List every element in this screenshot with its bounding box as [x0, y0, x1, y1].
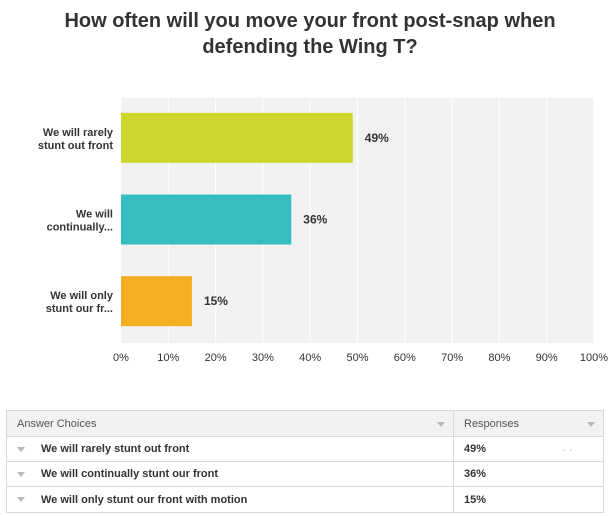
- bar: [121, 276, 192, 327]
- more-icon[interactable]: . .: [562, 443, 573, 453]
- x-tick-label: 50%: [346, 352, 368, 364]
- category-label: We will rarely: [43, 127, 114, 139]
- answer-table: Answer Choices Responses We will rarely …: [6, 410, 604, 513]
- response-value: 36%: [464, 468, 487, 480]
- chart-title: How often will you move your front post-…: [64, 10, 556, 58]
- x-tick-label: 100%: [580, 352, 608, 364]
- x-tick-label: 40%: [299, 352, 321, 364]
- response-value: 15%: [464, 493, 487, 506]
- responses-header-label: Responses: [464, 417, 520, 430]
- table-row: We will continually stunt our front 36%: [7, 462, 603, 487]
- x-tick-label: 60%: [394, 352, 416, 364]
- x-tick-label: 20%: [205, 352, 227, 364]
- answer-choice-cell: We will rarely stunt out front: [7, 437, 454, 461]
- answer-choice-label: We will continually stunt our front: [41, 468, 219, 480]
- answer-choice-cell: We will continually stunt our front: [7, 462, 454, 486]
- answer-choice-label: We will only stunt our front with motion: [41, 493, 248, 506]
- answer-choice-label: We will rarely stunt out front: [41, 443, 190, 455]
- x-tick-label: 80%: [488, 352, 510, 364]
- category-label: stunt out front: [38, 140, 113, 152]
- data-label: 49%: [365, 131, 389, 145]
- category-label: We will: [76, 209, 113, 221]
- response-cell: 15%: [454, 487, 603, 512]
- answer-choices-header[interactable]: Answer Choices: [7, 411, 454, 436]
- table-row: We will only stunt our front with motion…: [7, 487, 603, 512]
- bar: [121, 194, 292, 245]
- bar: [121, 112, 353, 163]
- x-tick-label: 10%: [157, 352, 179, 364]
- sort-arrow-icon[interactable]: [437, 422, 445, 427]
- category-label: continually...: [47, 222, 113, 234]
- expand-arrow-icon[interactable]: [17, 446, 25, 452]
- data-label: 15%: [204, 294, 228, 308]
- x-tick-label: 30%: [252, 352, 274, 364]
- x-tick-label: 90%: [536, 352, 558, 364]
- category-label: We will only: [50, 290, 114, 302]
- bar-chart: 0% 10% 20% 30% 40% 50% 60% 70% 80% 90% 100% 49% We w…: [38, 98, 608, 364]
- response-cell: 36%: [454, 462, 603, 486]
- answer-choice-cell: We will only stunt our front with motion: [7, 487, 454, 512]
- expand-arrow-icon[interactable]: [17, 471, 25, 477]
- sort-arrow-icon[interactable]: [587, 422, 595, 427]
- table-row: We will rarely stunt out front 49% . .: [7, 437, 603, 462]
- expand-arrow-icon[interactable]: [17, 497, 25, 502]
- response-cell: 49% . .: [454, 437, 603, 461]
- category-label: stunt our fr...: [46, 303, 113, 315]
- responses-header[interactable]: Responses: [454, 411, 603, 436]
- data-label: 36%: [303, 213, 327, 227]
- x-tick-label: 70%: [441, 352, 463, 364]
- response-value: 49%: [464, 443, 487, 455]
- answer-choices-header-label: Answer Choices: [17, 417, 97, 430]
- table-header-row: Answer Choices Responses: [7, 411, 603, 437]
- x-tick-label: 0%: [113, 352, 129, 364]
